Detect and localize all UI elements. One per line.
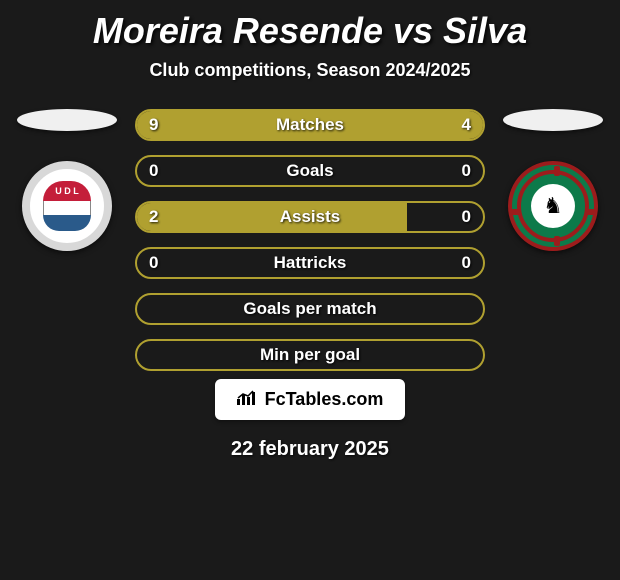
page-title: Moreira Resende vs Silva bbox=[93, 10, 527, 52]
badge-left-bot bbox=[43, 215, 91, 231]
stat-label: Assists bbox=[280, 207, 340, 227]
footer-date: 22 february 2025 bbox=[231, 438, 389, 461]
stat-value-left: 9 bbox=[149, 115, 158, 135]
stat-value-right: 0 bbox=[462, 253, 471, 273]
club-badge-right: ♞ bbox=[508, 161, 598, 251]
comparison-card: Moreira Resende vs Silva Club competitio… bbox=[0, 0, 620, 461]
stat-value-left: 0 bbox=[149, 161, 158, 181]
chart-icon bbox=[237, 389, 257, 410]
wheel-spoke bbox=[511, 209, 521, 215]
site-badge: FcTables.com bbox=[215, 379, 406, 420]
badge-right-inner: ♞ bbox=[531, 184, 575, 228]
stat-label: Matches bbox=[276, 115, 344, 135]
stat-value-left: 2 bbox=[149, 207, 158, 227]
lion-icon: ♞ bbox=[543, 195, 563, 217]
stats-column: 9 Matches 4 0 Goals 0 2 Assists 0 0 Hattricks 0 Goal… bbox=[135, 109, 485, 371]
stat-row: 9 Matches 4 bbox=[135, 109, 485, 141]
wheel-spoke bbox=[554, 236, 560, 246]
stat-value-right: 4 bbox=[462, 115, 471, 135]
main-row: U D L 9 Matches 4 0 Goals 0 2 Assists 0 0 Hattrick… bbox=[0, 109, 620, 371]
stat-value-right: 0 bbox=[462, 207, 471, 227]
site-name: FcTables.com bbox=[265, 389, 384, 410]
stat-row: 2 Assists 0 bbox=[135, 201, 485, 233]
page-subtitle: Club competitions, Season 2024/2025 bbox=[149, 60, 470, 81]
stat-row: Min per goal bbox=[135, 339, 485, 371]
stat-fill-left bbox=[137, 203, 407, 231]
stat-value-left: 0 bbox=[149, 253, 158, 273]
player-oval-right bbox=[503, 109, 603, 131]
stat-label: Hattricks bbox=[274, 253, 347, 273]
stat-row: Goals per match bbox=[135, 293, 485, 325]
badge-left-banner: U D L bbox=[43, 181, 91, 201]
wheel-spoke bbox=[554, 166, 560, 176]
stat-value-right: 0 bbox=[462, 161, 471, 181]
club-badge-left: U D L bbox=[22, 161, 112, 251]
right-column: ♞ bbox=[503, 109, 603, 251]
wheel-spoke bbox=[585, 209, 595, 215]
stat-row: 0 Goals 0 bbox=[135, 155, 485, 187]
stat-label: Goals per match bbox=[243, 299, 376, 319]
stat-row: 0 Hattricks 0 bbox=[135, 247, 485, 279]
left-column: U D L bbox=[17, 109, 117, 251]
stat-label: Goals bbox=[286, 161, 333, 181]
stat-label: Min per goal bbox=[260, 345, 360, 365]
player-oval-left bbox=[17, 109, 117, 131]
badge-right-wheel: ♞ bbox=[517, 170, 589, 242]
badge-left-mid bbox=[43, 201, 91, 215]
